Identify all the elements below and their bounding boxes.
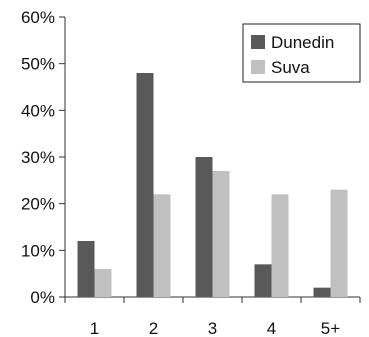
bars bbox=[77, 73, 348, 297]
bar-dunedin-1 bbox=[77, 241, 95, 297]
y-tick-label: 30% bbox=[21, 148, 55, 167]
y-tick-label: 60% bbox=[21, 8, 55, 27]
bar-suva-2 bbox=[153, 194, 171, 297]
y-tick-label: 10% bbox=[21, 241, 55, 260]
x-tick-label: 5+ bbox=[321, 319, 340, 337]
bar-suva-1 bbox=[94, 269, 112, 297]
axes: 0% 10% 20% 30% 40% 50% 60% 1 2 3 4 5+ bbox=[21, 8, 361, 337]
legend-swatch-suva bbox=[251, 60, 265, 74]
legend-label-dunedin: Dunedin bbox=[271, 33, 334, 52]
y-tick-label: 50% bbox=[21, 55, 55, 74]
bar-suva-3 bbox=[212, 171, 230, 297]
y-tick-label: 40% bbox=[21, 101, 55, 120]
bar-dunedin-2 bbox=[136, 73, 154, 297]
bar-suva-4 bbox=[271, 194, 289, 297]
y-tick-label: 20% bbox=[21, 195, 55, 214]
bar-dunedin-3 bbox=[195, 157, 213, 297]
bar-dunedin-4 bbox=[254, 264, 272, 297]
x-tick-label: 3 bbox=[208, 319, 217, 337]
legend-label-suva: Suva bbox=[271, 58, 310, 77]
bar-dunedin-5plus bbox=[313, 287, 331, 297]
legend-swatch-dunedin bbox=[251, 35, 265, 49]
y-tick-label: 0% bbox=[30, 288, 55, 307]
bar-suva-5plus bbox=[330, 189, 348, 297]
legend: Dunedin Suva bbox=[242, 23, 361, 83]
x-tick-label: 1 bbox=[90, 319, 99, 337]
x-tick-label: 4 bbox=[267, 319, 276, 337]
x-tick-label: 2 bbox=[149, 319, 158, 337]
